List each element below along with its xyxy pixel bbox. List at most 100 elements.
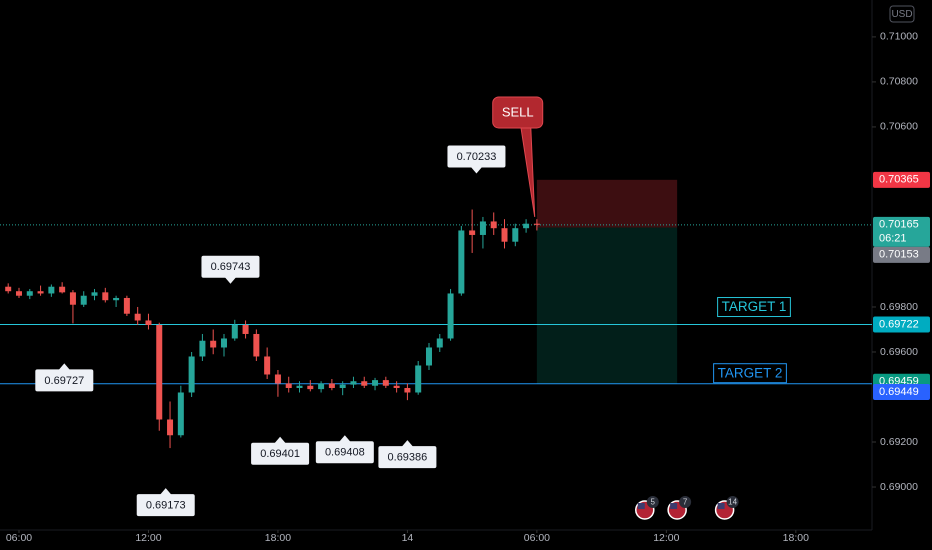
candle-body [523,223,530,229]
y-tick-label: 0.69800 [880,301,918,313]
callout-box [136,494,195,517]
price-label: 0.69449 [879,386,919,398]
callout-pointer [224,276,237,284]
x-tick-label: 06:00 [6,532,32,544]
callout-label: 0.69173 [146,499,186,511]
candle-body [415,365,422,393]
candle-body [447,293,454,339]
x-tick-label: 12:00 [653,532,679,544]
target-label: TARGET 2 [713,363,787,384]
price-callout: 0.69727 [35,363,94,392]
candle-body [436,338,443,348]
callout-label: 0.69386 [388,452,428,464]
candle-body [274,374,281,384]
target-label: TARGET 1 [717,297,791,318]
callout-pointer [338,435,351,443]
candle-body [382,380,389,386]
candle-body [264,356,271,375]
candle-body [501,228,508,242]
price-callout: 0.69386 [378,440,437,469]
x-tick-label: 18:00 [783,532,809,544]
event-badge [726,496,739,508]
y-tick-label: 0.69200 [880,436,918,448]
candle-body [26,291,33,296]
callout-pointer [58,363,71,371]
x-tick-label: 18:00 [265,532,291,544]
candle-body [102,292,109,301]
candle-body [425,347,432,366]
candle-body [220,338,227,348]
event-count: 7 [683,498,688,507]
event-flag-canton [637,503,645,509]
candle-body [490,221,497,229]
candle-body [458,230,465,294]
price-callout: 0.69743 [201,255,260,284]
currency-box[interactable] [889,5,915,23]
price-callout: 0.69408 [315,435,374,464]
target-zone [536,227,678,384]
y-tick-label: 0.70600 [880,121,918,133]
callout-box [315,441,374,464]
y-tick-label: 0.70800 [880,76,918,88]
candle-body [253,333,260,357]
candle-body [393,385,400,388]
y-tick-label: 0.69000 [880,481,918,493]
price-label-box [873,171,930,188]
candle-body [80,295,87,305]
candle-body [167,419,174,436]
candle-body [59,286,66,293]
price-callout: 0.69173 [136,488,195,517]
stop-zone [536,179,678,228]
x-tick-label: 14 [402,532,414,544]
candle-body [318,383,325,390]
candle-body [361,381,368,386]
target-text: TARGET 1 [722,299,787,314]
callout-pointer [470,166,483,174]
y-tick-label: 0.71000 [880,31,918,43]
candle-body [404,387,411,393]
candle-body [5,286,12,292]
price-label: 0.70153 [879,249,919,261]
candle-body [134,313,141,321]
candle-body [156,324,163,420]
event-count: 14 [728,498,737,507]
target-text: TARGET 2 [718,365,783,380]
callout-box [447,145,506,168]
callout-box [251,442,310,465]
candle-body [512,228,519,242]
signal-box [492,96,544,129]
event-icon[interactable]: 7 [667,496,692,520]
candle-body [296,385,303,388]
event-flag-canton [717,503,725,509]
y-tick-label: 0.69600 [880,346,918,358]
price-label-box [873,216,930,247]
candle-body [188,356,195,393]
callout-label: 0.70233 [457,151,497,163]
candle-body [242,324,249,334]
event-icon[interactable]: 5 [635,496,659,520]
callout-label: 0.69408 [325,447,365,459]
callout-pointer [274,436,287,444]
target-box [713,363,787,384]
candle-body [307,385,314,390]
candle-body [372,380,379,386]
price-label-box [873,383,930,400]
price-label: 0.69722 [879,318,919,330]
callout-box [35,369,94,392]
candle-body [145,320,152,325]
event-icon[interactable]: 14 [714,496,739,520]
x-tick-label: 12:00 [135,532,161,544]
event-badge [679,496,692,508]
candle-body [91,292,98,296]
candle-body [339,384,346,388]
candle-body [113,297,120,301]
price-label-box [873,246,930,263]
price-label: 0.70165 [879,219,919,231]
candle-body [199,340,206,357]
countdown: 06:21 [879,233,907,245]
currency: USD [891,9,912,20]
candle-body [479,221,486,235]
price-callout: 0.70233 [447,145,506,174]
event-count: 5 [651,498,656,507]
